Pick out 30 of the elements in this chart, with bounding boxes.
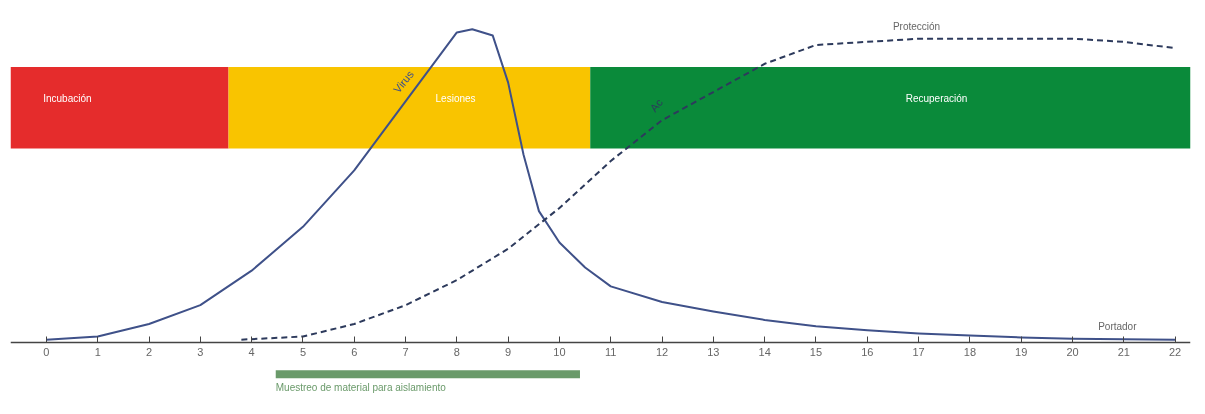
x-tick-label: 18 — [963, 345, 977, 358]
band-label: Lesiones — [435, 92, 476, 104]
x-tick-label: 1 — [94, 345, 101, 358]
x-tick-label: 8 — [453, 345, 460, 358]
band-label: Incubación — [43, 92, 92, 104]
x-tick-label: 13 — [707, 345, 720, 358]
x-tick-label: 6 — [351, 345, 358, 358]
annotation: Protección — [892, 21, 941, 33]
text: Ac — [647, 96, 666, 114]
x-tick-label: 12 — [655, 345, 669, 358]
band-label: Recuperación — [905, 92, 968, 104]
x-tick-label: 10 — [553, 345, 566, 358]
x-tick-label: 17 — [912, 345, 925, 358]
x-tick-label: 7 — [402, 345, 409, 358]
x-tick-label: 14 — [758, 345, 771, 358]
x-tick-label: 15 — [809, 345, 823, 358]
x-tick-label: 11 — [605, 345, 617, 358]
x-tick-label: 21 — [1117, 345, 1130, 358]
x-tick-label: 16 — [861, 345, 874, 358]
annotation: Portador — [1098, 321, 1138, 333]
x-tick-label: 4 — [248, 345, 255, 358]
x-tick-label: 2 — [145, 345, 153, 358]
x-tick-label: 3 — [197, 345, 204, 358]
x-tick-label: 9 — [505, 345, 512, 358]
x-tick-label: 20 — [1066, 345, 1079, 358]
x-tick-label: 5 — [299, 345, 306, 358]
x-tick-label: 0 — [43, 345, 50, 358]
x-tick-label: 22 — [1168, 345, 1182, 358]
series-label: Muestreo de material para aislamiento — [275, 381, 447, 393]
x-tick-label: 19 — [1015, 345, 1028, 358]
